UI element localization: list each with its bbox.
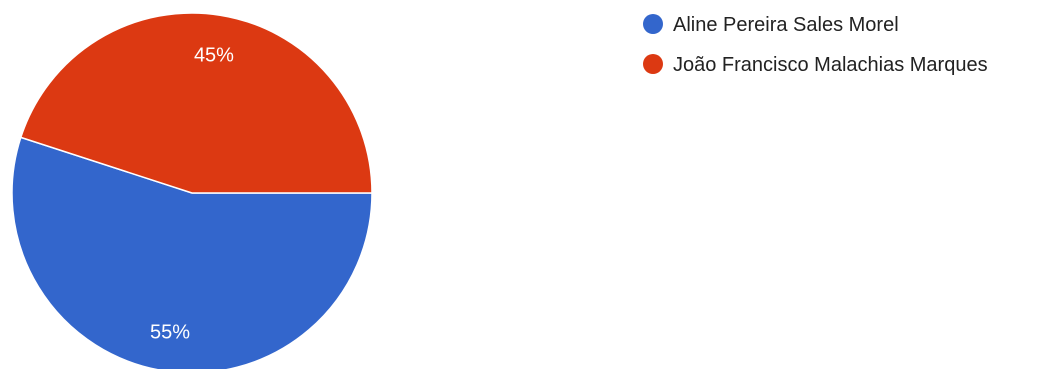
legend-marker-1: [643, 14, 663, 34]
legend: Aline Pereira Sales Morel João Francisco …: [643, 14, 988, 76]
pie-slices: [11, 12, 373, 369]
legend-item-2[interactable]: João Francisco Malachias Marques: [643, 54, 988, 76]
pie-labels: 55% 45%: [150, 44, 234, 343]
legend-marker-2: [643, 54, 663, 74]
slice-label-1: 55%: [150, 322, 190, 344]
pie-slice-2[interactable]: [19, 12, 373, 194]
pie-slice-1[interactable]: [11, 136, 373, 369]
legend-label-2: João Francisco Malachias Marques: [673, 54, 988, 76]
legend-item-1[interactable]: Aline Pereira Sales Morel: [643, 14, 899, 36]
slice-label-2: 45%: [194, 44, 234, 66]
legend-label-1: Aline Pereira Sales Morel: [673, 14, 899, 36]
